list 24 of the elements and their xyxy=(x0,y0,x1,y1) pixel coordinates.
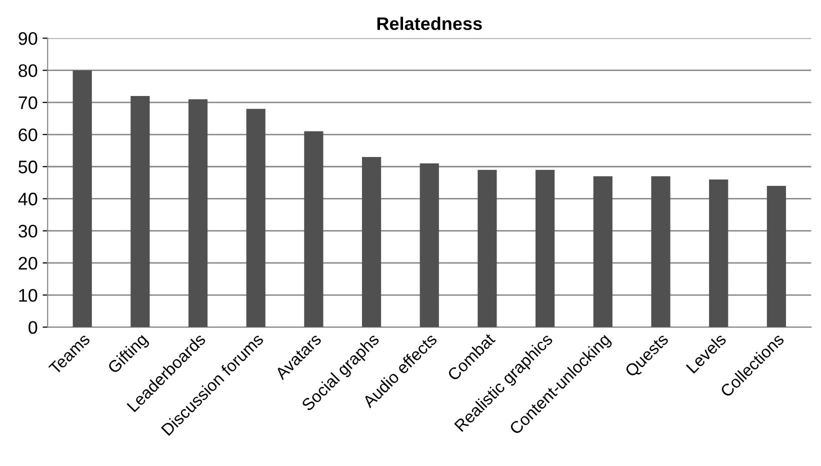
y-tick-label: 90 xyxy=(18,32,38,45)
y-tick-label: 0 xyxy=(28,321,38,334)
bar xyxy=(478,170,497,328)
bar xyxy=(651,176,670,328)
bar xyxy=(188,99,208,328)
y-tick-label: 20 xyxy=(18,256,38,270)
bar xyxy=(709,179,728,328)
y-tick-label: 30 xyxy=(18,224,38,238)
y-tick-label: 50 xyxy=(18,160,38,174)
bar xyxy=(304,131,324,328)
bar xyxy=(420,163,439,328)
bar xyxy=(593,176,612,328)
bar xyxy=(72,70,92,328)
bar xyxy=(536,170,555,328)
bar xyxy=(766,186,786,328)
bar xyxy=(362,156,382,328)
y-tick-label: 80 xyxy=(18,64,38,78)
y-tick-label: 10 xyxy=(19,288,38,302)
y-tick-label: 60 xyxy=(18,128,38,142)
bar xyxy=(130,96,150,328)
chart-title: Relatedness xyxy=(377,16,482,30)
y-tick-label: 70 xyxy=(18,96,38,110)
y-tick-label: 40 xyxy=(18,192,38,206)
bar xyxy=(246,108,266,328)
